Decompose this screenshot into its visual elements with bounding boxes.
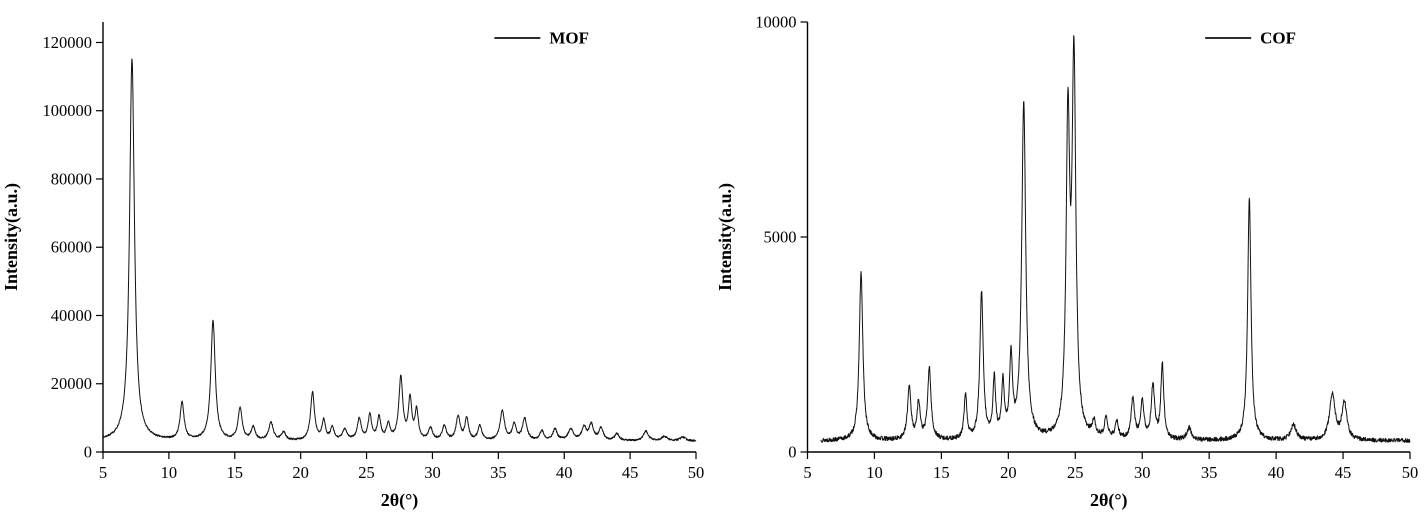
x-tick-label: 25 [1067,463,1084,482]
x-tick-label: 40 [1268,463,1285,482]
y-tick-label: 80000 [51,169,92,188]
x-tick-label: 35 [490,463,507,482]
y-tick-label: 10000 [755,13,796,32]
mof-xrd-chart: 5 10 15 20 25 30 35 40 45 50 0 20000 40000 60000 80000… [1,22,705,511]
x-tick-label: 15 [227,463,244,482]
y-axis-label: Intensity(a.u.) [715,183,736,291]
legend-label: COF [1260,29,1296,48]
x-tick-label: 30 [424,463,441,482]
x-tick-label: 40 [556,463,573,482]
x-axis-label: 2θ(°) [1090,490,1128,511]
axes [806,22,1410,453]
y-tick-label: 40000 [51,306,92,325]
x-tick-label: 15 [933,463,950,482]
xrd-series-path [102,58,697,442]
y-tick-label: 120000 [43,33,93,52]
y-tick-label: 0 [84,443,92,462]
y-tick-label: 60000 [51,238,92,257]
x-tick-label: 20 [1000,463,1017,482]
x-tick-label: 30 [1134,463,1151,482]
x-tick-label: 20 [292,463,309,482]
x-tick-label: 5 [99,463,107,482]
x-tick-label: 35 [1201,463,1218,482]
legend-label: MOF [549,29,589,48]
cof-xrd-chart: 5 10 15 20 25 30 35 40 45 50 0 5000 10000 2θ(°) Intens… [714,0,1428,525]
x-tick-label: 10 [866,463,883,482]
y-tick-label: 20000 [51,374,92,393]
x-tick-label: 45 [622,463,639,482]
xrd-series-path [820,35,1411,443]
x-tick-label: 5 [803,463,811,482]
x-tick-label: 50 [1402,463,1419,482]
y-tick-label: 5000 [764,228,797,247]
x-axis-label: 2θ(°) [381,490,419,511]
x-tick-label: 45 [1335,463,1352,482]
x-tick-label: 10 [161,463,178,482]
x-tick-label: 25 [358,463,375,482]
y-axis-label: Intensity(a.u.) [1,183,22,291]
x-tick-label: 50 [688,463,705,482]
y-tick-label: 100000 [43,101,93,120]
y-tick-label: 0 [788,443,796,462]
